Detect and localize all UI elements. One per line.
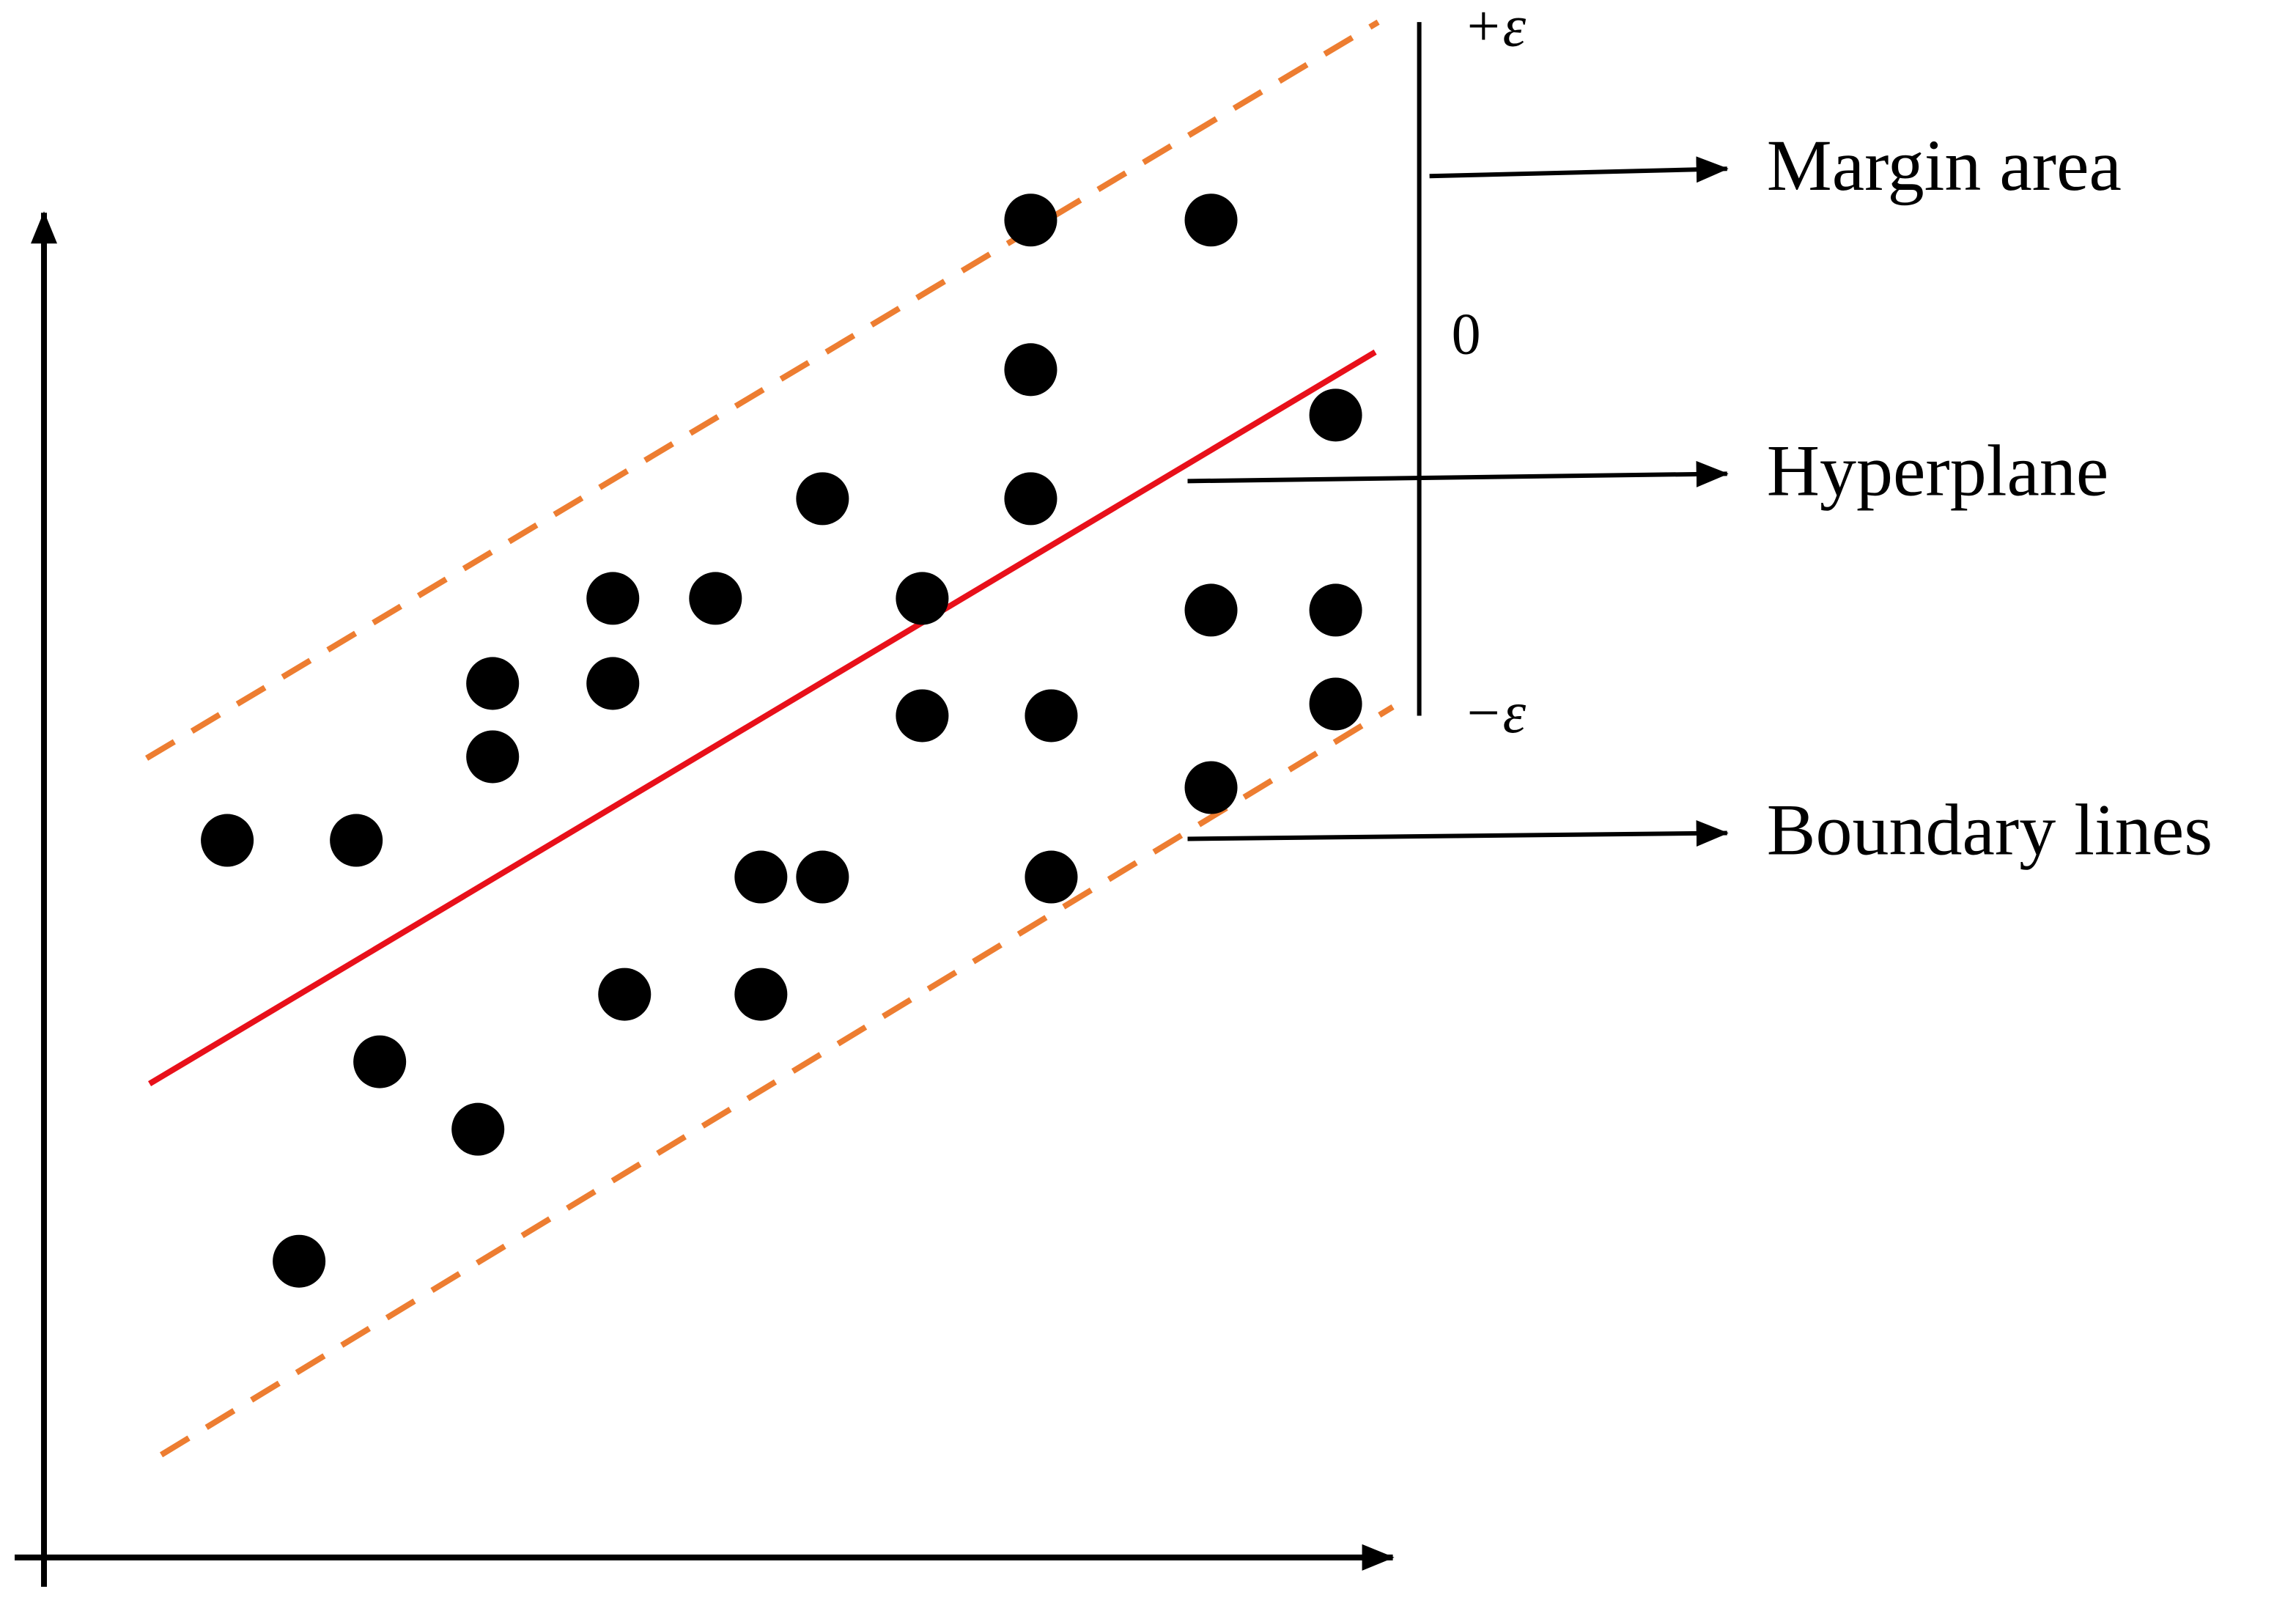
data-point — [1309, 583, 1362, 637]
data-points — [201, 194, 1362, 1288]
arrow — [1429, 156, 1729, 183]
data-point — [896, 572, 949, 625]
data-point — [466, 730, 520, 784]
data-point — [330, 814, 383, 867]
annotation: Hyperplane — [1767, 430, 2109, 511]
data-point — [1004, 194, 1057, 247]
data-point — [734, 968, 788, 1021]
annotation: Margin area — [1767, 125, 2122, 206]
data-point — [1309, 388, 1362, 442]
upper-boundary — [145, 19, 1380, 761]
data-point — [796, 472, 849, 526]
data-point — [1184, 583, 1238, 637]
data-point — [586, 657, 640, 710]
data-point — [201, 814, 254, 867]
data-point — [1184, 761, 1238, 814]
data-point — [1309, 677, 1362, 731]
data-point — [598, 968, 651, 1021]
arrow — [1187, 460, 1729, 487]
data-point — [466, 657, 520, 710]
data-point — [1004, 472, 1057, 526]
data-point — [353, 1035, 407, 1088]
data-point — [1025, 850, 1078, 904]
annotation: Boundary lines — [1767, 789, 2212, 870]
lower-boundary — [159, 704, 1395, 1458]
arrow — [1187, 819, 1729, 847]
data-point — [689, 572, 742, 625]
data-point — [1004, 343, 1057, 397]
data-point — [1184, 194, 1238, 247]
plus-epsilon: +ε — [1463, 0, 1527, 59]
data-point — [273, 1234, 326, 1288]
data-point — [1025, 689, 1078, 742]
data-point — [896, 689, 949, 742]
data-point — [734, 850, 788, 904]
data-point — [451, 1102, 505, 1156]
minus-epsilon: −ε — [1463, 681, 1527, 745]
data-point — [586, 572, 640, 625]
data-point — [796, 850, 849, 904]
hyperplane-line — [148, 349, 1377, 1087]
zero-label: 0 — [1452, 303, 1481, 367]
